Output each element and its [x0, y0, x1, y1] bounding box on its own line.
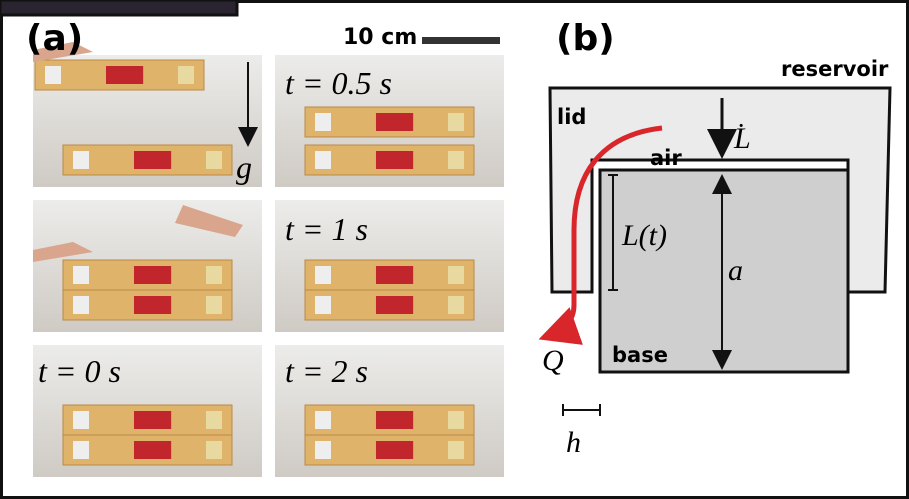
- box-sticker: [73, 266, 89, 284]
- box-sticker: [206, 411, 222, 429]
- gravity-label: g: [236, 149, 252, 185]
- air-label: air: [650, 146, 682, 170]
- lid-label: lid: [557, 105, 586, 129]
- box-sticker: [206, 441, 222, 459]
- box-sticker: [448, 296, 464, 314]
- box-sticker: [448, 151, 464, 169]
- gap-length-label: L(t): [621, 219, 667, 252]
- flow-label: Q: [542, 344, 564, 377]
- box-logo: [376, 151, 413, 169]
- box-sticker: [73, 296, 89, 314]
- box-logo: [106, 66, 143, 84]
- base-block: [600, 170, 848, 372]
- box-logo: [376, 441, 413, 459]
- box-logo: [134, 151, 171, 169]
- figure: (a) 10 cm g t = 0.5 s t = 1 s t = 0 s t …: [0, 0, 909, 499]
- height-label: a: [728, 254, 743, 287]
- time-label: t = 1 s: [285, 211, 368, 247]
- box-sticker: [73, 151, 89, 169]
- box-logo: [376, 266, 413, 284]
- scale-label: 10 cm: [343, 25, 417, 50]
- box-logo: [134, 296, 171, 314]
- box-sticker: [448, 441, 464, 459]
- box-logo: [376, 411, 413, 429]
- lid-speed-label: L̇: [733, 122, 751, 155]
- box-logo: [376, 113, 413, 131]
- scale-bar: [422, 37, 500, 44]
- cropped-photo: [0, 0, 237, 15]
- box-sticker: [206, 296, 222, 314]
- box-sticker: [315, 266, 331, 284]
- time-label: t = 0.5 s: [285, 65, 392, 101]
- box-logo: [134, 266, 171, 284]
- box-logo: [376, 296, 413, 314]
- box-sticker: [448, 266, 464, 284]
- box-sticker: [315, 113, 331, 131]
- base-label: base: [612, 343, 668, 367]
- reservoir-label: reservoir: [781, 57, 889, 81]
- box-sticker: [315, 296, 331, 314]
- box-sticker: [448, 113, 464, 131]
- box-logo: [134, 441, 171, 459]
- time-label: t = 2 s: [285, 353, 368, 389]
- box-sticker: [315, 151, 331, 169]
- box-sticker: [315, 441, 331, 459]
- box-sticker: [73, 441, 89, 459]
- panel-label: (a): [26, 18, 83, 59]
- time-label: t = 0 s: [38, 353, 121, 389]
- box-sticker: [45, 66, 61, 84]
- box-sticker: [206, 151, 222, 169]
- box-sticker: [448, 411, 464, 429]
- panel-label: (b): [556, 18, 615, 59]
- box-logo: [134, 411, 171, 429]
- box-sticker: [315, 411, 331, 429]
- gap-width-label: h: [566, 426, 581, 459]
- box-sticker: [73, 411, 89, 429]
- box-sticker: [206, 266, 222, 284]
- box-sticker: [178, 66, 194, 84]
